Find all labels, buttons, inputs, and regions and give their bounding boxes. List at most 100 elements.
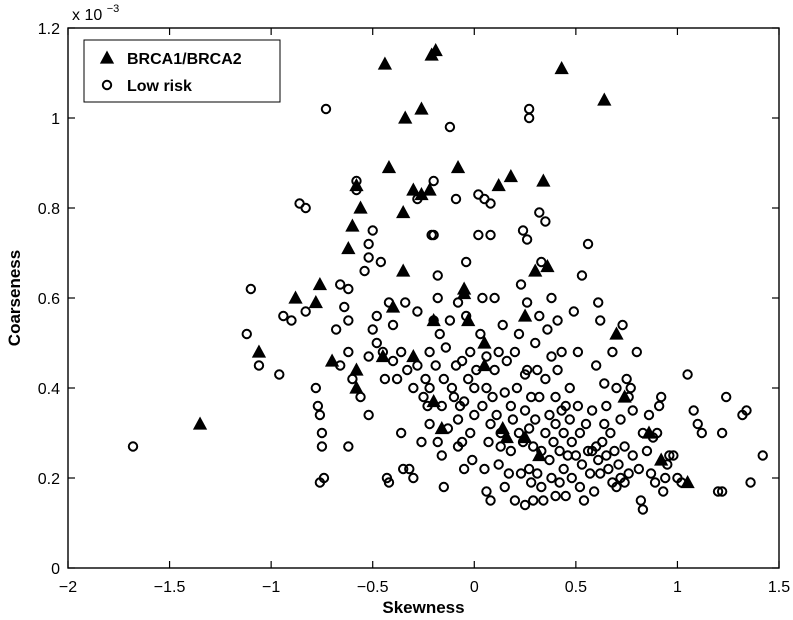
low-risk-point (418, 391, 429, 403)
low-risk-point (487, 391, 498, 403)
low-risk-point (534, 207, 545, 218)
low-risk-point (448, 391, 460, 403)
low-risk-point (383, 477, 395, 488)
x-tick-label: −1 (262, 579, 280, 596)
low-risk-point (546, 292, 557, 304)
low-risk-point (477, 292, 488, 304)
low-risk-point (560, 400, 571, 412)
y-tick-label: 0.6 (38, 291, 60, 308)
low-risk-point (391, 373, 403, 385)
low-risk-point (367, 225, 378, 236)
brca-point (192, 416, 208, 430)
low-risk-point (720, 391, 732, 403)
low-risk-point (613, 459, 624, 470)
low-risk-point (469, 382, 480, 394)
low-risk-point (593, 297, 604, 308)
low-risk-point (521, 234, 533, 245)
low-risk-point (625, 382, 636, 394)
low-risk-point (607, 346, 618, 358)
low-risk-point (432, 270, 443, 281)
data-points (127, 43, 768, 515)
low-risk-point (465, 427, 476, 439)
low-risk-point (615, 414, 626, 425)
low-risk-point (274, 369, 285, 380)
low-risk-point (645, 468, 657, 479)
low-risk-point (527, 441, 539, 452)
low-risk-point (387, 319, 399, 331)
low-risk-point (467, 454, 478, 466)
low-risk-point (599, 418, 610, 430)
low-risk-point (245, 283, 257, 295)
brca-point (426, 394, 441, 408)
brca-point (503, 169, 518, 183)
low-risk-point (631, 346, 642, 358)
low-risk-point (379, 373, 391, 385)
brca-point (406, 182, 421, 196)
low-risk-point (485, 418, 496, 430)
brca-point (414, 187, 429, 201)
low-risk-point (316, 441, 328, 452)
low-risk-point (757, 450, 768, 461)
low-risk-point (660, 472, 671, 484)
low-risk-point (456, 436, 468, 448)
low-risk-point (339, 301, 350, 313)
low-risk-point (617, 319, 628, 331)
low-risk-point (475, 328, 486, 340)
low-risk-point (127, 441, 139, 452)
brca-point (381, 160, 397, 174)
low-risk-point (404, 463, 415, 475)
brca-point (341, 241, 356, 255)
brca-point (477, 335, 492, 349)
low-risk-point (278, 310, 289, 322)
low-risk-point (438, 373, 450, 385)
low-risk-point (416, 436, 427, 448)
low-risk-point (548, 436, 559, 448)
low-risk-point (503, 468, 515, 479)
y-axis-multiplier: x 10 −3 (72, 3, 119, 24)
low-risk-point (574, 481, 586, 493)
low-risk-point (682, 369, 693, 380)
x-tick-label: −2 (59, 579, 77, 596)
low-risk-point (460, 256, 472, 268)
low-risk-point (576, 270, 588, 281)
brca-point (345, 218, 360, 232)
low-risk-point (595, 468, 606, 479)
low-risk-point (485, 495, 496, 506)
brca-point (617, 389, 632, 403)
low-risk-point (424, 346, 435, 358)
low-risk-point (576, 459, 588, 470)
low-risk-point (479, 463, 490, 475)
x-tick-label: −0.5 (357, 579, 389, 596)
low-risk-point (343, 346, 354, 358)
low-risk-point (286, 315, 297, 326)
low-risk-point (688, 405, 699, 416)
low-risk-point (314, 409, 326, 421)
low-risk-point (432, 292, 443, 304)
low-risk-point (540, 373, 551, 385)
legend-circle-marker (101, 79, 113, 91)
brca-point (396, 205, 411, 219)
y-tick-label: 0.2 (38, 471, 60, 488)
brca-point (312, 277, 328, 291)
low-risk-point (428, 175, 439, 187)
low-risk-point (580, 418, 592, 430)
brca-point (406, 349, 421, 363)
low-risk-point (558, 427, 569, 439)
low-risk-point (641, 445, 653, 457)
low-risk-point (456, 355, 468, 367)
low-risk-point (584, 468, 596, 479)
x-tick-label: 1 (673, 579, 682, 596)
brca-point (251, 344, 267, 358)
brca-point (680, 475, 695, 489)
low-risk-point (593, 454, 604, 466)
low-risk-point (509, 495, 521, 506)
low-risk-point (511, 382, 523, 394)
brca-point (654, 452, 669, 466)
low-risk-point (408, 382, 419, 394)
brca-point (597, 92, 612, 106)
low-risk-point (649, 477, 661, 488)
low-risk-point (477, 400, 488, 412)
low-risk-point (664, 450, 675, 461)
brca-point (422, 182, 437, 196)
low-risk-point (521, 297, 533, 308)
